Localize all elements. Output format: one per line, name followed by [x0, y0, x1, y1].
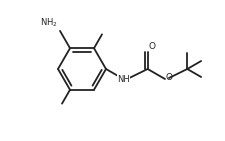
Text: NH$_2$: NH$_2$: [40, 16, 58, 29]
Text: NH: NH: [117, 74, 130, 83]
Text: O: O: [166, 73, 173, 82]
Text: O: O: [149, 42, 156, 51]
